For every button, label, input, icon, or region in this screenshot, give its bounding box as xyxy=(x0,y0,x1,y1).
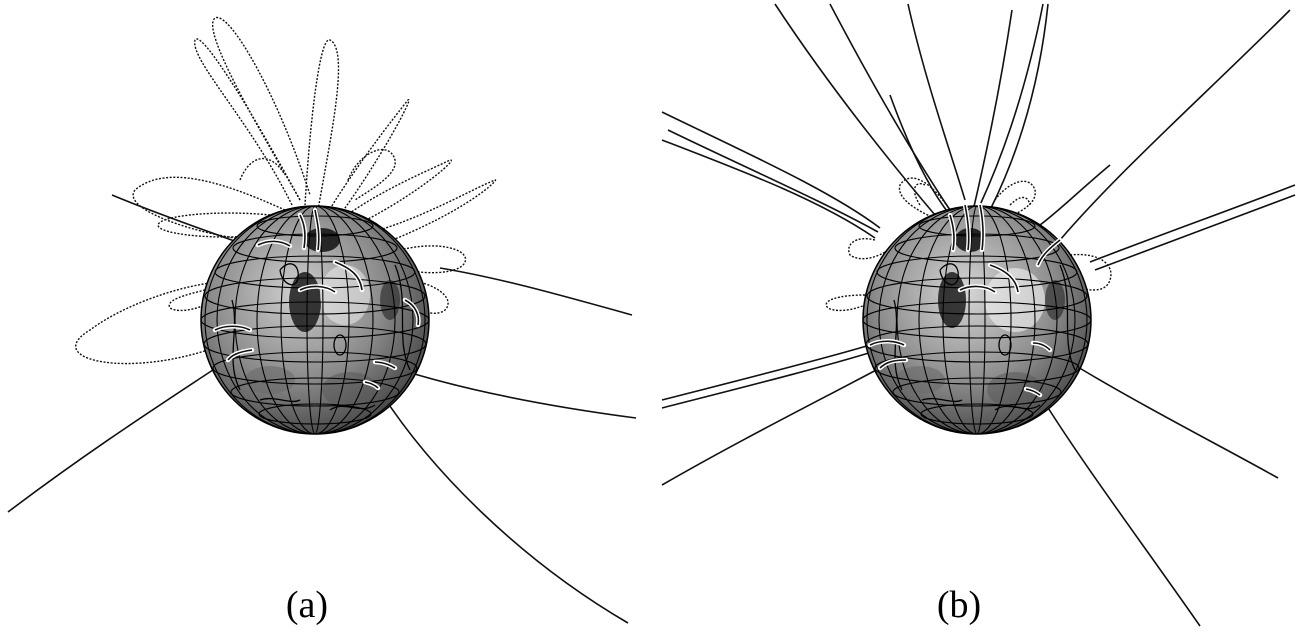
panel-label: (b) xyxy=(936,584,982,626)
front-field-lines xyxy=(867,202,1063,398)
front-field-lines xyxy=(212,207,421,391)
panel-label: (a) xyxy=(285,584,329,626)
panel-b: (b) xyxy=(650,0,1300,633)
closed-loops-far xyxy=(75,16,497,365)
sun-sphere xyxy=(200,205,430,435)
panel-a: (a) xyxy=(7,16,637,626)
sphere-field-lines-b xyxy=(661,3,1296,627)
open-field-lines xyxy=(7,194,637,624)
closed-loops-far xyxy=(825,177,1112,312)
sphere-field-lines-a xyxy=(7,16,637,624)
